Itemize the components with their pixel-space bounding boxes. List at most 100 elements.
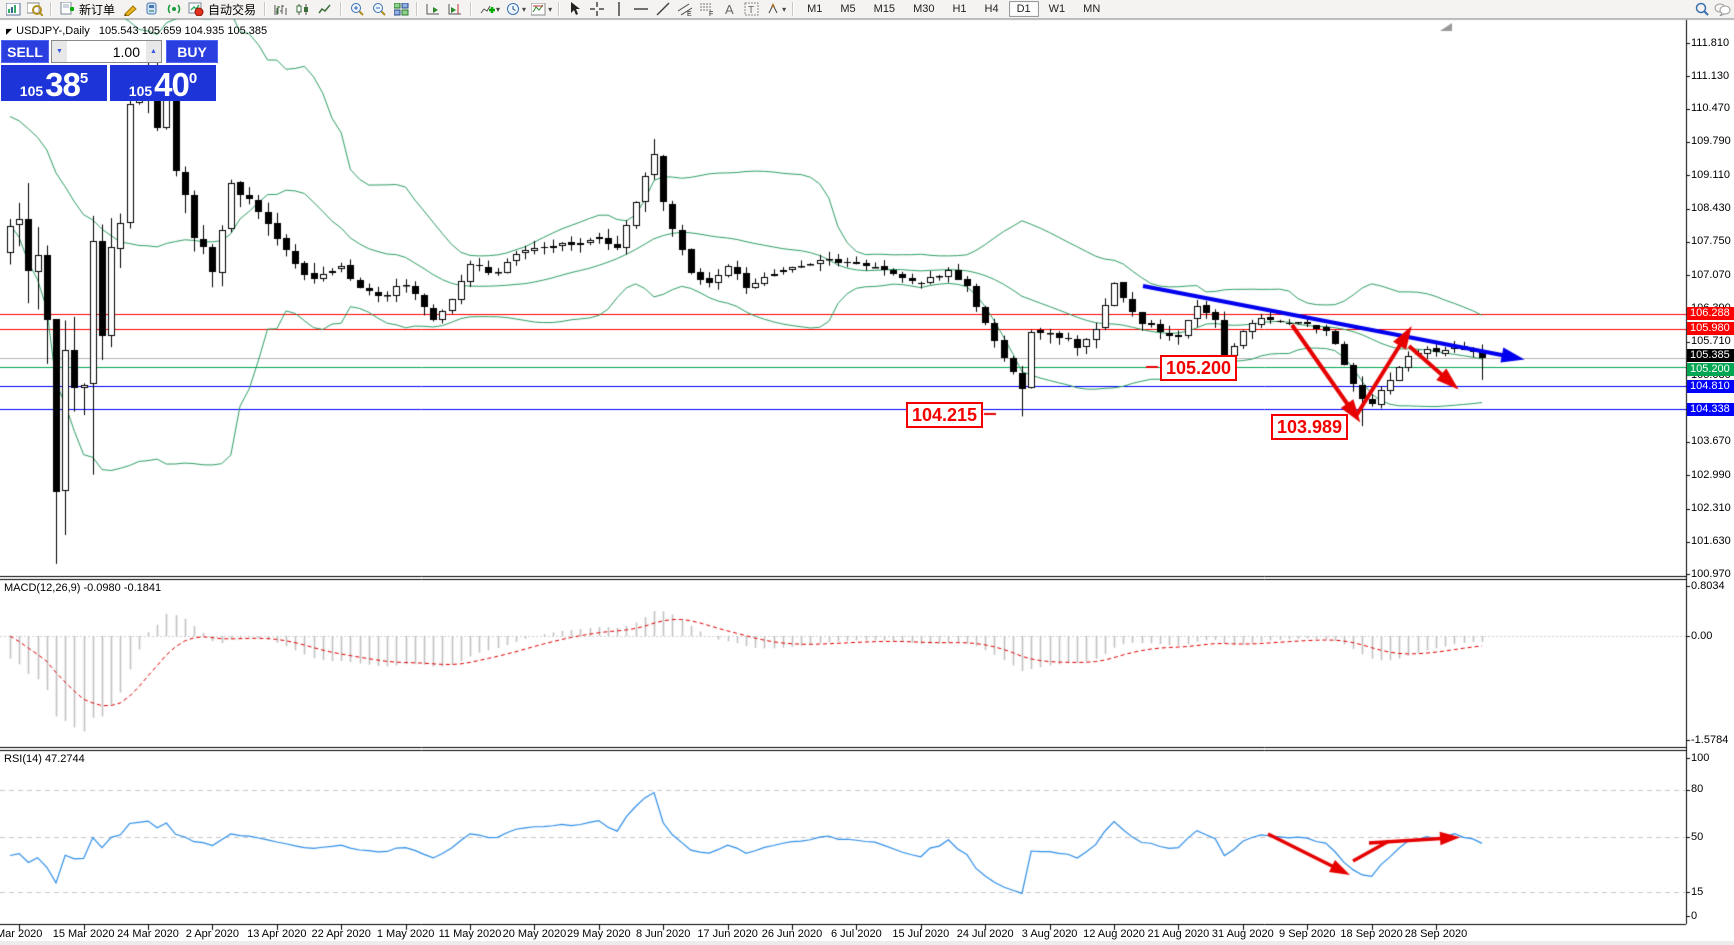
date-axis-label: 9 Sep 2020 [1279,928,1336,940]
periods-caret-icon[interactable]: ▾ [522,4,527,14]
templates-icon[interactable] [528,1,550,18]
auto-scroll-icon[interactable] [422,1,444,18]
bar-chart-icon[interactable] [270,1,292,18]
svg-text:F: F [709,11,713,16]
price-badge-104.338: 104.338 [1687,402,1734,416]
date-axis-label: 12 Aug 2020 [1083,928,1145,940]
timeframe-button-h1[interactable]: H1 [952,3,967,15]
date-axis-label: 26 Jun 2020 [761,928,823,940]
date-axis-label: 28 Sep 2020 [1404,928,1468,940]
sell-price-display[interactable]: 105 38 5 [1,65,107,101]
signals-icon[interactable] [163,1,185,18]
buy-price-pip: 0 [188,70,198,87]
date-axis-label: 21 Aug 2020 [1147,928,1210,940]
tester-icon[interactable] [141,1,163,18]
metaeditor-icon[interactable] [119,1,141,18]
search-icon[interactable] [1692,1,1712,18]
autotrading-icon[interactable] [185,1,207,18]
rsi-axis-tick: 80 [1691,783,1704,796]
indicators-icon[interactable] [476,1,498,18]
chat-icon[interactable] [1712,1,1732,18]
timeframe-button-m30[interactable]: M30 [913,3,935,15]
svg-text:E: E [687,11,692,16]
buy-price-display[interactable]: 105 40 0 [110,65,216,101]
buy-price-handle: 105 [128,83,153,99]
macd-indicator-label: MACD(12,26,9) -0.0980 -0.1841 [4,582,162,594]
timeframe-button-m1[interactable]: M1 [807,3,823,15]
line-chart-icon[interactable] [314,1,336,18]
volume-increase-button[interactable]: ▲ [146,41,161,62]
volume-stepper: ▼ ▲ [51,40,162,63]
text-icon[interactable]: A [718,1,740,18]
tile-windows-icon[interactable] [390,1,412,18]
sell-button[interactable]: SELL [1,40,49,63]
date-axis-label: 29 May 2020 [566,928,631,940]
vertical-line-icon[interactable] [608,1,630,18]
timeframe-button-w1[interactable]: W1 [1048,3,1066,15]
horizontal-line-icon[interactable] [630,1,652,18]
sell-price-pip: 5 [79,70,89,87]
chart-corner-icon: ◤ [6,27,13,36]
date-axis-label: 24 Mar 2020 [117,928,179,940]
periods-icon[interactable] [502,1,524,18]
annotation-label-105.200[interactable]: 105.200 [1160,355,1238,381]
rsi-axis-tick: 0 [1691,909,1698,922]
arrows-icon[interactable] [762,1,784,18]
cursor-icon[interactable] [564,1,586,18]
templates-caret-icon[interactable]: ▾ [548,4,553,14]
date-axis-label: 15 Jul 2020 [892,928,950,940]
macd-axis-tick: -1.5784 [1691,733,1729,746]
date-axis-label: 20 May 2020 [502,928,567,940]
annotation-label-103.989[interactable]: 103.989 [1271,414,1349,440]
text-label-icon[interactable]: T [740,1,762,18]
price-axis-tick: 107.070 [1691,268,1731,281]
rsi-indicator-label: RSI(14) 47.2744 [4,753,85,765]
fibonacci-icon[interactable]: F [696,1,718,18]
timeframe-group: M1 M5 M15 M30 H1 H4 D1 W1 MN [798,0,1109,18]
price-axis-tick: 111.130 [1691,69,1730,82]
timeframe-button-m5[interactable]: M5 [840,3,856,15]
new-chart-icon[interactable] [2,1,24,18]
price-badge-105.385: 105.385 [1687,349,1734,363]
sell-price-big: 38 [45,66,81,103]
new-order-icon[interactable] [56,1,78,18]
svg-text:A: A [725,2,734,16]
autotrading-label[interactable]: 自动交易 [208,2,257,17]
price-axis-tick: 111.810 [1691,36,1730,49]
price-axis-tick: 108.430 [1691,202,1731,215]
crosshair-icon[interactable] [586,1,608,18]
timeframe-button-mn[interactable]: MN [1083,3,1101,15]
price-badge-105.200: 105.200 [1687,363,1734,377]
equidistant-channel-icon[interactable]: E [674,1,696,18]
date-axis-label: 1 May 2020 [376,928,435,940]
timeframe-button-d1[interactable]: D1 [1008,1,1039,17]
buy-button[interactable]: BUY [166,40,218,63]
chart-shift-icon[interactable] [444,1,466,18]
price-axis-tick: 109.110 [1691,168,1730,181]
date-axis-label: Mar 2020 [0,928,43,940]
volume-decrease-button[interactable]: ▼ [52,41,67,62]
bottom-edge-strip [0,941,1734,945]
price-axis-tick: 105.710 [1691,335,1731,348]
date-axis-label: 8 Jun 2020 [635,928,691,940]
new-order-label[interactable]: 新订单 [79,2,116,17]
price-axis-tick: 103.670 [1691,435,1731,448]
indicators-caret-icon[interactable]: ▾ [496,4,501,14]
timeframe-button-h4[interactable]: H4 [984,3,999,15]
rsi-axis-tick: 100 [1691,751,1710,764]
timeframe-button-m15[interactable]: M15 [873,3,896,15]
annotation-label-104.215[interactable]: 104.215 [906,402,984,428]
volume-input[interactable] [67,41,146,62]
candlestick-chart-icon[interactable] [292,1,314,18]
date-axis-label: 24 Jul 2020 [956,928,1014,940]
zoom-in-icon[interactable] [346,1,368,18]
arrows-caret-icon[interactable]: ▾ [782,4,787,14]
rsi-axis-tick: 15 [1691,885,1704,898]
date-axis-label: 2 Apr 2020 [185,928,239,940]
top-toolbar: 新订单 自动交易 [0,0,1734,19]
zoom-out-icon[interactable] [368,1,390,18]
price-axis-tick: 100.970 [1691,567,1731,580]
trendline-icon[interactable] [652,1,674,18]
profiles-icon[interactable] [24,1,46,18]
